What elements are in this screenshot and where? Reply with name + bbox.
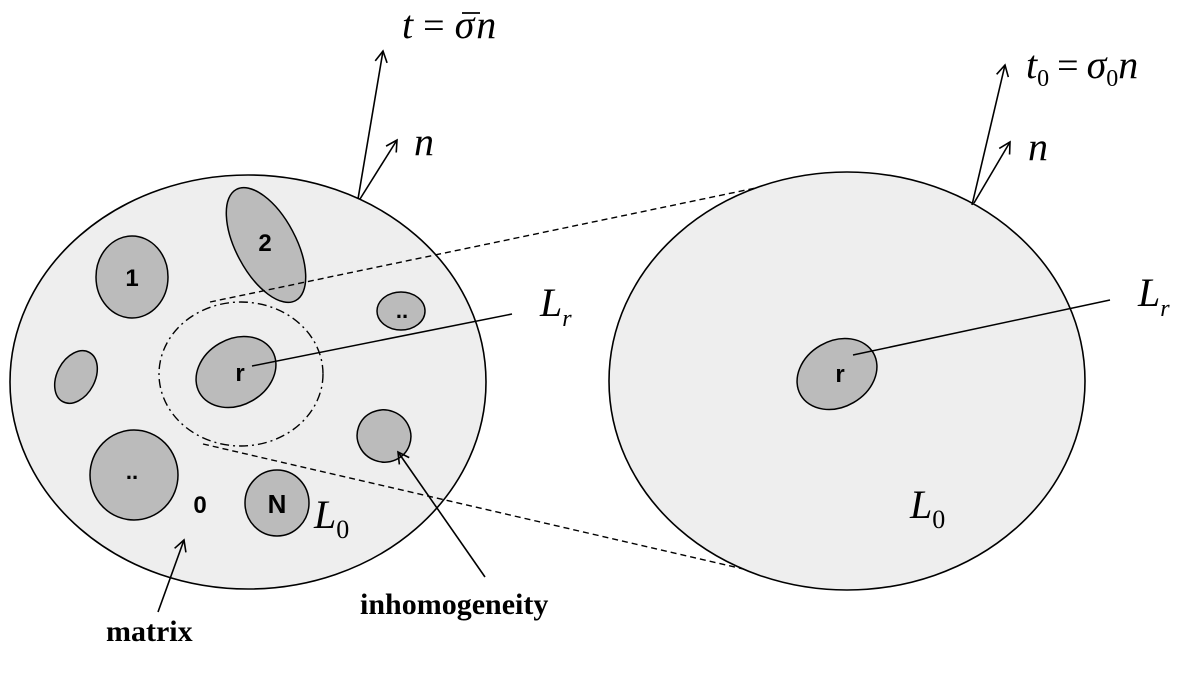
inclusion-r [195, 335, 277, 409]
inclusion-left-small [53, 349, 99, 405]
right-equivalent: r Lr L0 t0 = σ0n n [608, 42, 1170, 591]
inclusion-N [244, 469, 310, 537]
matrix-arrow [157, 538, 187, 613]
right-inclusion-r [796, 337, 878, 411]
label-2: 2 [258, 230, 271, 257]
right-modulus-L0: L0 [909, 482, 945, 534]
projection-line-bottom [202, 443, 753, 572]
inclusion-2 [225, 186, 307, 304]
matrix-label: matrix [106, 615, 193, 648]
label-N: N [268, 489, 287, 519]
left-composite: 1 2 .. r .. 0 N L0 Lr t = σn n matrix inho… [9, 2, 572, 648]
projection-line-top [209, 184, 771, 303]
label-dots-small: .. [396, 298, 408, 323]
label-1: 1 [125, 265, 138, 292]
right-traction-formula: t0 = σ0n [1026, 42, 1138, 92]
left-normal-arrow [359, 138, 398, 200]
inclusion-1 [95, 235, 169, 319]
label-r-left: r [235, 360, 244, 387]
left-normal-label: n [414, 119, 434, 164]
left-modulus-Lr: Lr [539, 280, 572, 332]
right-normal-arrow [973, 140, 1011, 204]
right-modulus-Lr: Lr [1137, 270, 1170, 322]
right-normal-label: n [1028, 124, 1048, 169]
inhomogeneity-arrow [397, 450, 486, 578]
rve-boundary [158, 301, 324, 447]
inclusion-dots-small [376, 291, 426, 331]
left-modulus-L0: L0 [313, 492, 349, 544]
left-traction-formula: t = σn [402, 2, 496, 47]
inhomogeneity-label: inhomogeneity [360, 588, 548, 621]
inclusion-inhomogeneity [356, 409, 412, 463]
label-r-right: r [835, 361, 844, 388]
right-Lr-leader [852, 299, 1111, 356]
right-traction-arrow [971, 63, 1010, 206]
inclusion-dots-large [89, 429, 179, 521]
left-Lr-leader [251, 313, 513, 367]
left-traction-arrow [357, 49, 388, 200]
label-dots-large: .. [126, 459, 138, 484]
label-zero: 0 [193, 492, 206, 519]
